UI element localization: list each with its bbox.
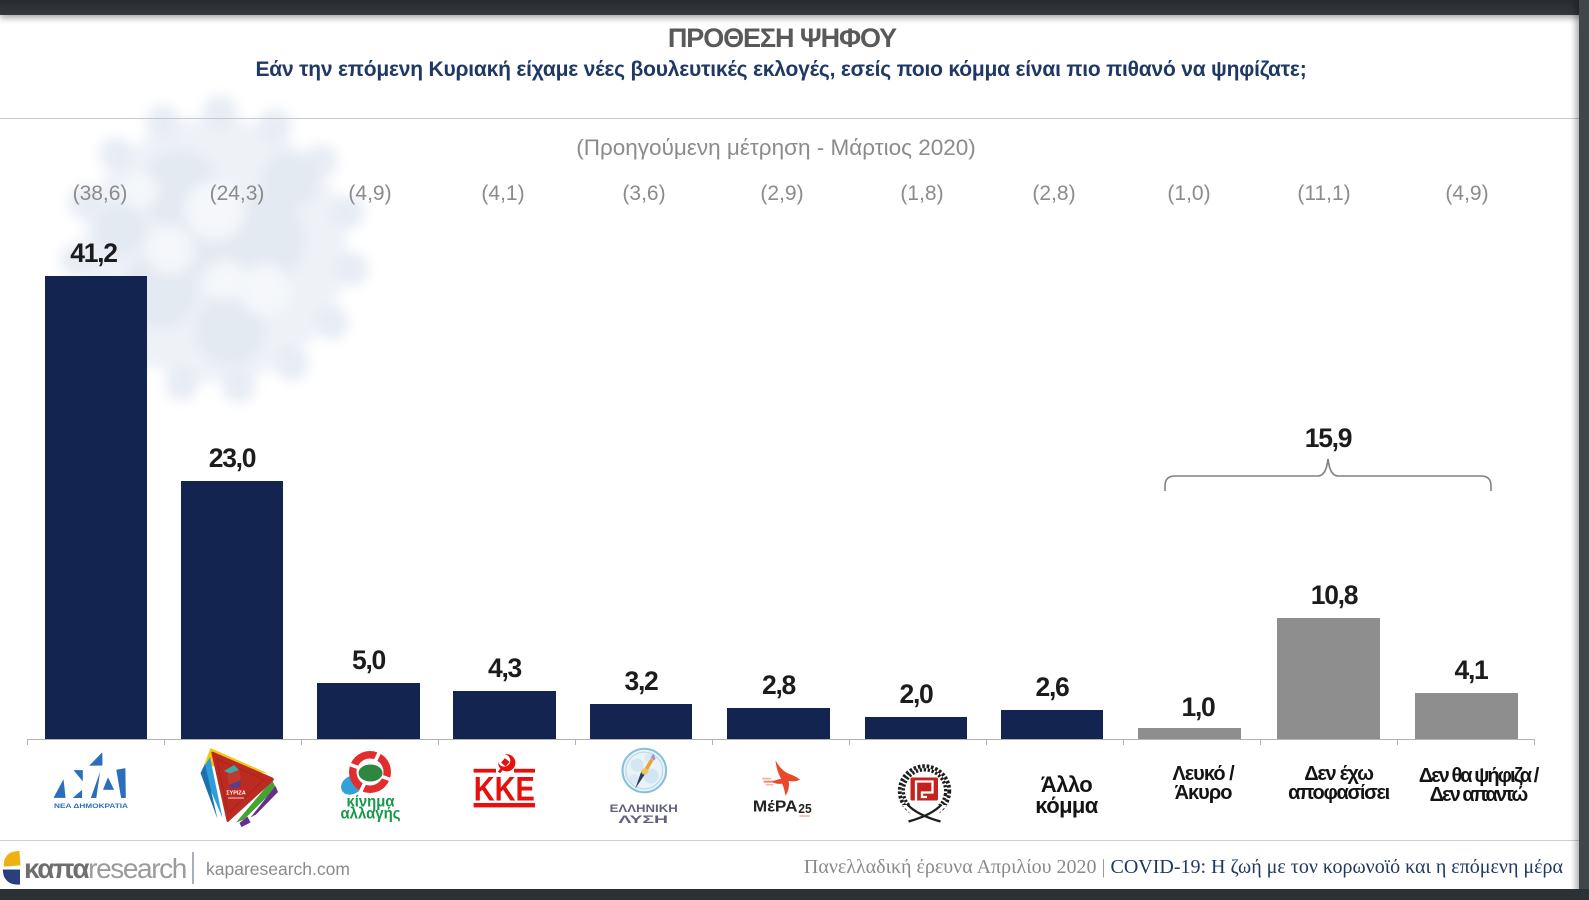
svg-text:ΛΥΣΗ: ΛΥΣΗ: [618, 814, 668, 826]
svg-text:ΜέΡΑ: ΜέΡΑ: [753, 799, 798, 816]
svg-text:κίνημα: κίνημα: [347, 793, 395, 810]
svg-text:ΝΕΑ ΔΗΜΟΚΡΑΤΙΑ: ΝΕΑ ΔΗΜΟΚΡΑΤΙΑ: [54, 803, 128, 810]
svg-text:ΕΛΛΗΝΙΚΗ: ΕΛΛΗΝΙΚΗ: [610, 803, 678, 815]
svg-text:KKE: KKE: [474, 770, 535, 808]
svg-text:25: 25: [798, 802, 811, 816]
svg-text:ΣΥΡΙΖΑ: ΣΥΡΙΖΑ: [226, 791, 246, 797]
svg-text:αλλαγής: αλλαγής: [341, 806, 401, 823]
